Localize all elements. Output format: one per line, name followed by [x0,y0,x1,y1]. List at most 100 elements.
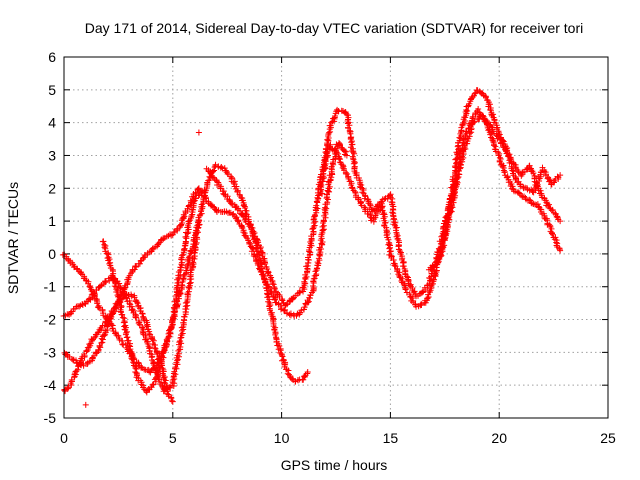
data-point [177,290,184,297]
data-point [431,276,438,283]
data-point-outlier [82,401,89,408]
y-tick-label: 4 [48,115,56,131]
data-point [129,356,136,363]
x-tick-label: 25 [600,430,616,446]
data-point [456,165,463,172]
data-point [240,229,247,236]
data-point [269,280,276,287]
data-point [342,148,349,155]
data-point [91,291,98,298]
y-tick-label: -4 [44,377,57,393]
data-point [91,335,98,342]
data-point [116,299,123,306]
data-point [67,309,74,316]
data-point [174,225,181,232]
y-tick-label: 0 [48,246,56,262]
data-point [413,303,420,310]
data-point [262,260,269,267]
data-point [306,247,313,254]
data-point [389,209,396,216]
y-tick-label: 3 [48,147,56,163]
data-point [454,149,461,156]
data-point [254,251,261,258]
data-point [126,342,133,349]
data-point [361,204,368,211]
data-point [179,330,186,337]
data-point [83,347,90,354]
data-point [185,284,192,291]
data-point [123,334,130,341]
data-point [287,312,294,319]
data-point [301,373,308,380]
data-point [317,187,324,194]
data-point [343,152,350,159]
data-point [195,185,202,192]
y-tick-label: -1 [44,279,57,295]
data-point [324,136,331,143]
data-point [228,200,235,207]
tick-labels: 0 5 10 15 20 25 -5 -4 -3 -2 -1 0 1 2 3 4 5 6 [44,49,616,446]
data-point [211,167,218,174]
data-point [242,233,249,240]
y-tick-label: -2 [44,312,57,328]
data-point [128,350,135,357]
data-point [311,222,318,229]
data-point [429,262,436,269]
data-point [162,380,169,387]
data-point [99,339,106,346]
data-point [300,376,307,383]
data-point [119,311,126,318]
y-tick-label: 5 [48,82,56,98]
data-point [529,188,536,195]
data-point [312,268,319,275]
x-tick-label: 5 [169,430,177,446]
data-point [86,295,93,302]
data-point [278,352,285,359]
data-point [471,118,478,125]
data-point [493,132,500,139]
data-point [119,314,126,321]
data-point [151,344,158,351]
data-point [419,289,426,296]
data-point [205,177,212,184]
data-point [487,131,494,138]
data-point [134,299,141,306]
data-point [119,341,126,348]
data-point [230,179,237,186]
data-point [402,286,409,293]
data-point [313,198,320,205]
data-point [327,122,334,129]
data-point [123,328,130,335]
data-point [178,221,185,228]
data-point [476,113,483,120]
data-point [71,264,78,271]
data-point [490,142,497,149]
data-point [310,275,317,282]
data-point [120,290,127,297]
data-point [470,119,477,126]
data-point [98,339,105,346]
data-point [464,107,471,114]
data-point [185,202,192,209]
data-point [496,150,503,157]
data-point [549,206,556,213]
y-tick-label: 1 [48,213,56,229]
data-point [185,218,192,225]
data-point [289,295,296,302]
x-tick-label: 15 [383,430,399,446]
data-point [322,145,329,152]
data-point [499,140,506,147]
x-tick-label: 10 [274,430,290,446]
data-point [176,339,183,346]
data-point [507,156,514,163]
data-point [385,236,392,243]
data-point [286,297,293,304]
data-point [257,245,264,252]
data-point [403,273,410,280]
data-point [411,288,418,295]
data-point [386,248,393,255]
data-point [471,90,478,97]
data-point [537,187,544,194]
data-point [190,196,197,203]
data-point [150,362,157,369]
